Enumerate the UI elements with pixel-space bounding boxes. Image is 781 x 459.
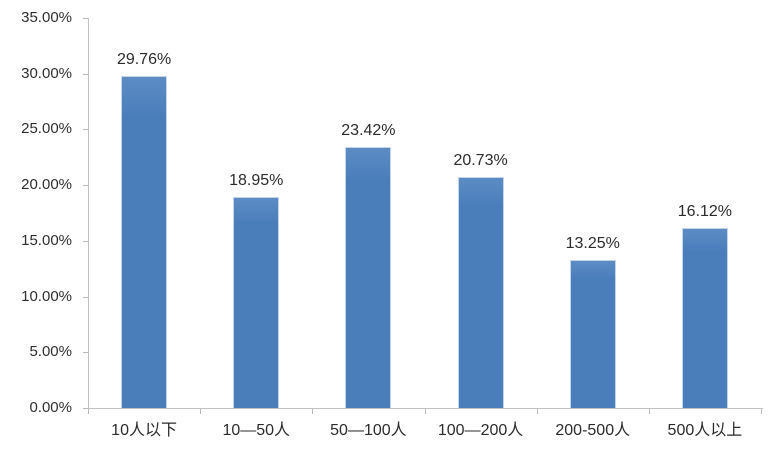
y-axis-tick: [83, 129, 88, 131]
bar-value-label: 18.95%: [229, 171, 284, 189]
x-tick-label: 100—200人: [437, 422, 524, 439]
bar: [457, 177, 504, 408]
y-tick-label: 0.00%: [29, 399, 72, 416]
y-axis-tick: [83, 240, 88, 242]
y-axis-tick: [83, 185, 88, 187]
x-axis-tick: [536, 409, 538, 414]
y-axis-tick: [83, 296, 88, 298]
y-tick-label: 15.00%: [21, 231, 72, 249]
y-tick-label: 35.00%: [21, 9, 72, 26]
bar: [681, 228, 728, 408]
x-axis-tick: [312, 409, 314, 414]
y-axis-tick: [83, 18, 88, 19]
y-tick-label: 5.00%: [29, 343, 72, 361]
x-tick-label: 500人以上: [667, 422, 743, 439]
x-axis-tick: [424, 409, 426, 414]
y-tick-label: 10.00%: [21, 287, 72, 305]
y-axis-tick: [83, 73, 88, 75]
x-tick-label: 200-500人: [555, 422, 631, 439]
y-axis-tick: [83, 408, 88, 409]
y-axis-tick: [83, 352, 88, 354]
y-tick-label: 20.00%: [21, 176, 72, 194]
bar-value-label: 29.76%: [116, 51, 172, 69]
bar: [233, 196, 280, 408]
bar: [345, 147, 392, 408]
x-axis-tick: [200, 409, 202, 414]
y-tick-label: 25.00%: [21, 120, 72, 138]
x-axis-tick: [88, 409, 89, 414]
x-axis-tick: [761, 409, 762, 414]
x-axis-tick: [648, 409, 650, 414]
x-tick-label: 10—50人: [222, 422, 291, 439]
x-tick-label: 10人以下: [111, 422, 177, 439]
bar-value-label: 16.12%: [677, 203, 733, 221]
bar: [569, 260, 616, 408]
bar-value-label: 23.42%: [341, 122, 396, 140]
x-tick-label: 50—100人: [330, 422, 407, 439]
bar: [121, 76, 168, 408]
bar-value-label: 20.73%: [453, 152, 508, 169]
y-axis-line: [88, 18, 89, 409]
bar-value-label: 13.25%: [565, 235, 620, 253]
y-tick-label: 30.00%: [21, 64, 72, 82]
x-axis-line: [88, 408, 763, 409]
